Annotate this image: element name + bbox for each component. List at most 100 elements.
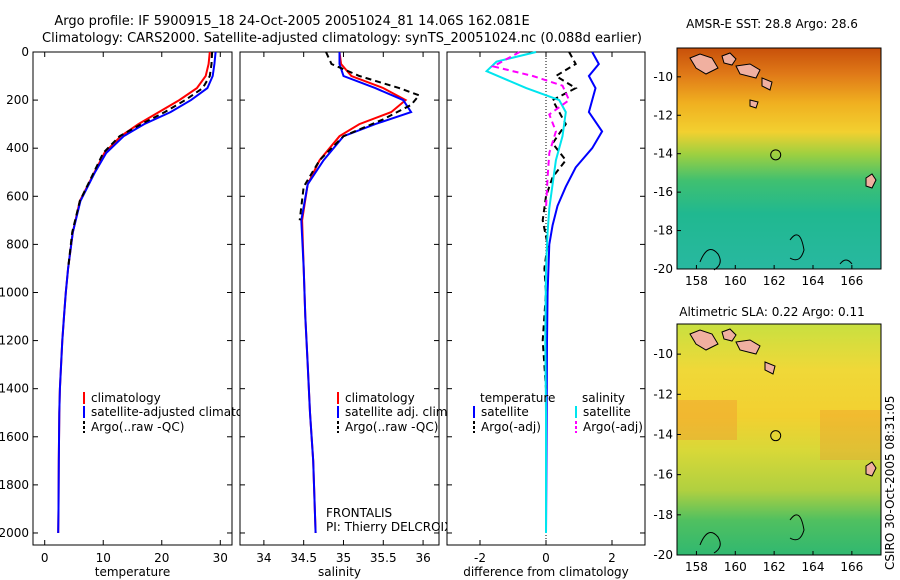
x-tick-label: 36	[415, 551, 430, 565]
sst-map-title: AMSR-E SST: 28.8 Argo: 28.6	[686, 17, 858, 31]
x-tick-label: 34.5	[290, 551, 317, 565]
map-x-tick-label: 158	[685, 274, 708, 288]
map-y-tick-label: -10	[653, 70, 673, 84]
series-line	[67, 51, 214, 269]
y-tick-label: 1600	[0, 430, 29, 444]
island-shape	[865, 173, 877, 189]
y-tick-label: 600	[6, 189, 29, 203]
series-line	[490, 51, 571, 209]
legend-entry: Argo(-adj)	[583, 420, 643, 434]
x-axis-label: difference from climatology	[463, 565, 629, 579]
legend-entry: climatology	[91, 391, 161, 405]
map-y-tick-label: -14	[653, 147, 673, 161]
map-x-tick-label: 162	[763, 560, 786, 574]
legend-entry: Argo(..raw -QC)	[91, 420, 184, 434]
map-y-tick-label: -12	[653, 108, 673, 122]
float-location-marker	[770, 149, 782, 161]
y-tick-label: 1200	[0, 334, 29, 348]
x-tick-label: 20	[154, 551, 169, 565]
island-shape	[735, 63, 761, 79]
bathymetry-contour	[839, 259, 853, 265]
x-axis-label: salinity	[318, 565, 361, 579]
figure-title-line1: Argo profile: IF 5900915_18 24-Oct-2005 …	[54, 14, 529, 29]
map-x-tick-label: 164	[802, 274, 825, 288]
map-x-tick-label: 158	[685, 560, 708, 574]
island-shape	[689, 329, 719, 351]
series-line	[545, 51, 604, 534]
figure-title-line2: Climatology: CARS2000. Satellite-adjuste…	[42, 31, 642, 46]
plot-frame	[32, 51, 233, 546]
map-y-tick-label: -16	[653, 468, 673, 482]
y-tick-label: 1000	[0, 285, 29, 299]
y-tick-label: 0	[21, 45, 29, 59]
x-tick-label: 35.5	[370, 551, 397, 565]
map-frame	[676, 323, 882, 556]
annotation-pi-name: PI: Thierry DELCROIX	[326, 520, 452, 534]
map-y-tick-label: -18	[653, 508, 673, 522]
map-x-tick-label: 160	[724, 274, 747, 288]
x-tick-label: 0	[542, 551, 550, 565]
map-x-tick-label: 164	[802, 560, 825, 574]
x-tick-label: 10	[96, 551, 111, 565]
island-shape	[749, 99, 759, 109]
map-y-tick-label: -18	[653, 224, 673, 238]
sla-map-panel: Altimetric SLA: 0.22 Argo: 0.11 158 160 16…	[653, 305, 882, 574]
sst-map-panel: AMSR-E SST: 28.8 Argo: 28.6 158 160 162 164…	[653, 17, 882, 288]
timestamp-text: CSIRO 30-Oct-2005 08:31:05	[883, 396, 897, 570]
float-location-marker	[770, 430, 782, 442]
island-shape	[865, 461, 877, 477]
legend-entry: satellite-adjusted climatology	[91, 405, 269, 419]
map-frame	[676, 47, 882, 270]
series-line	[57, 51, 217, 534]
legend-entry: Argo(-adj)	[481, 420, 541, 434]
legend-title: temperature	[480, 391, 555, 405]
legend-entry: Argo(..raw -QC)	[345, 420, 438, 434]
x-axis-label: temperature	[95, 565, 170, 579]
series-line	[300, 52, 413, 534]
map-x-tick-label: 166	[840, 560, 863, 574]
salinity-panel: 34 34.5 35 35.5 36 salinity climatologysatelli…	[239, 51, 452, 579]
y-tick-label: 800	[6, 237, 29, 251]
bathymetry-contour	[789, 514, 805, 541]
island-shape	[735, 339, 761, 355]
series-line	[484, 51, 567, 533]
y-tick-label: 1400	[0, 382, 29, 396]
map-y-tick-label: -20	[653, 262, 673, 276]
legend-entry: satellite	[481, 405, 529, 419]
map-y-tick-label: -12	[653, 387, 673, 401]
legend-entry: satellite adj. clim.	[345, 405, 451, 419]
y-tick-label: 200	[6, 93, 29, 107]
y-tick-label: 1800	[0, 478, 29, 492]
bathymetry-contour	[789, 234, 805, 261]
island-shape	[721, 52, 737, 66]
island-shape	[764, 361, 776, 375]
plot-frame	[239, 51, 440, 546]
x-tick-label: 2	[608, 551, 616, 565]
map-y-tick-label: -16	[653, 185, 673, 199]
x-tick-label: 35	[336, 551, 351, 565]
map-y-tick-label: -10	[653, 347, 673, 361]
map-x-tick-label: 166	[840, 274, 863, 288]
map-y-tick-label: -14	[653, 427, 673, 441]
island-shape	[689, 53, 719, 75]
y-tick-label: 2000	[0, 526, 29, 540]
x-tick-label: 30	[213, 551, 228, 565]
bathymetry-contour	[699, 532, 721, 554]
legend-entry: climatology	[345, 391, 415, 405]
x-tick-label: 34	[256, 551, 271, 565]
map-x-tick-label: 160	[724, 560, 747, 574]
x-tick-label: 0	[41, 551, 49, 565]
legend-entry: satellite	[583, 405, 631, 419]
legend-title: salinity	[582, 391, 625, 405]
island-shape	[761, 77, 773, 91]
sla-high-patch	[677, 400, 737, 440]
map-y-tick-label: -20	[653, 548, 673, 562]
bathymetry-contour	[699, 249, 721, 271]
island-shape	[721, 328, 737, 342]
annotation-float-name: FRONTALIS	[326, 506, 392, 520]
map-x-tick-label: 162	[763, 274, 786, 288]
y-tick-label: 400	[6, 141, 29, 155]
temperature-panel: 0 10 20 30 temperature 0 200 400 600 800 1000 1200 1…	[0, 45, 269, 579]
